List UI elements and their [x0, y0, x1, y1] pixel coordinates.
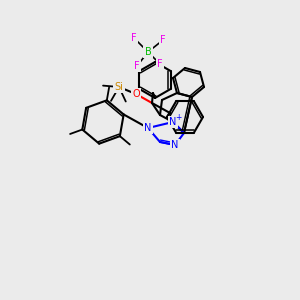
Text: F: F	[131, 33, 137, 43]
Text: N: N	[171, 140, 179, 150]
Text: O: O	[132, 89, 140, 99]
Text: F: F	[160, 35, 166, 45]
Text: Si: Si	[115, 82, 123, 92]
Text: B: B	[145, 47, 152, 57]
Text: +: +	[175, 112, 181, 122]
Text: F: F	[134, 61, 140, 71]
Text: F: F	[157, 59, 163, 69]
Text: N: N	[169, 117, 177, 127]
Text: N: N	[144, 123, 152, 133]
